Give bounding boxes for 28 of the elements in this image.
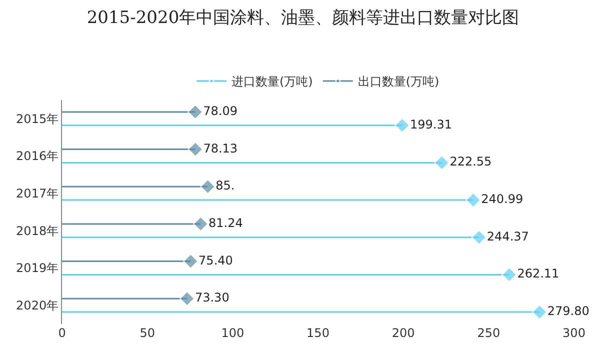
data-label: 75.40 [198,253,233,268]
data-label: 244.37 [486,229,529,244]
data-label: 199.31 [410,117,452,132]
data-label: 81.24 [208,216,243,230]
legend-label: 进口数量(万吨) [232,74,313,89]
data-label: 279.80 [547,304,590,318]
x-tick-label: 200 [392,326,415,340]
x-tick-label: 300 [562,326,586,340]
x-tick-label: 50 [140,326,155,340]
y-tick-label: 2019年 [16,261,59,276]
y-tick-label: 2016年 [16,149,59,164]
y-tick-label: 2018年 [16,224,59,238]
data-label: 78.13 [203,141,238,156]
y-tick-label: 2020年 [16,298,59,313]
x-tick-label: 250 [477,326,500,340]
data-label: 85. [216,178,235,193]
x-tick-label: 100 [221,326,244,340]
data-label: 222.55 [450,154,492,169]
x-tick-label: 0 [58,326,66,340]
legend-label: 出口数量(万吨) [358,74,440,89]
data-label: 240.99 [481,192,524,206]
data-label: 262.11 [517,266,560,281]
chart-title: 2015-2020年中国涂料、油墨、颜料等进出口数量对比图 [86,8,520,28]
data-label: 73.30 [194,290,230,305]
x-tick-label: 150 [306,326,330,340]
y-tick-label: 2015年 [16,112,59,126]
y-tick-label: 2017年 [16,186,59,201]
data-label: 78.09 [203,104,238,118]
